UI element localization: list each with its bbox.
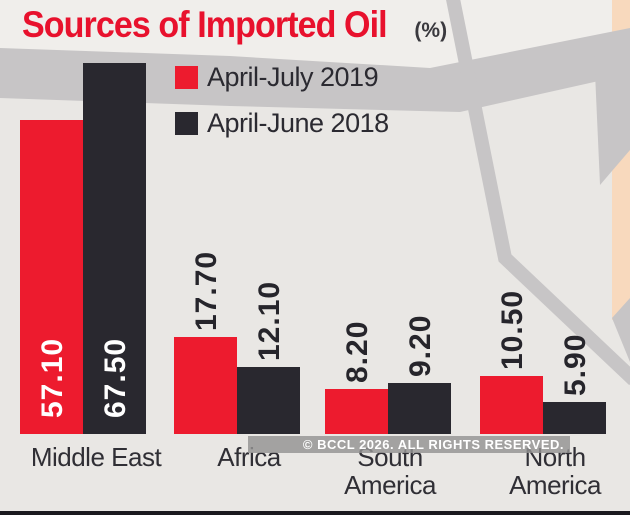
map-road-diagonal (446, 0, 630, 386)
bar-value-label: 8.20 (340, 320, 374, 383)
legend-label-2018: April-June 2018 (207, 108, 389, 138)
bar-value-label: 5.90 (558, 333, 592, 396)
map-light-strip (0, 0, 630, 70)
legend-label-2019: April-July 2019 (207, 62, 379, 92)
bar-south-america-april-july-2019 (325, 389, 388, 434)
chart-title: Sources of Imported Oil (22, 4, 388, 45)
bottom-border-strip (0, 511, 630, 515)
legend-swatch-black (175, 112, 198, 135)
bar-middle-east-april-july-2019 (20, 120, 83, 434)
chart-unit-label: (%) (414, 19, 448, 42)
chart-legend: April-July 2019 April-June 2018 (175, 62, 389, 154)
bar-africa-april-june-2018 (237, 367, 300, 434)
bar-value-label: 67.50 (98, 337, 132, 418)
bar-value-label: 9.20 (403, 314, 437, 377)
legend-item-2019: April-July 2019 (175, 62, 389, 93)
bar-value-label: 17.70 (189, 250, 223, 331)
map-gray-triangle (612, 298, 630, 362)
chart-header: Sources of Imported Oil (%) (22, 4, 447, 46)
legend-item-2018: April-June 2018 (175, 108, 389, 139)
bar-value-label: 57.10 (35, 337, 69, 418)
bar-value-label: 12.10 (252, 280, 286, 361)
category-label-middle-east: Middle East (30, 442, 162, 472)
bar-north-america-april-july-2019 (480, 376, 543, 434)
map-road-vertical (594, 42, 630, 185)
legend-swatch-red (175, 66, 198, 89)
copyright-watermark: © BCCL 2026. ALL RIGHTS RESERVED. (248, 436, 570, 453)
bar-south-america-april-june-2018 (388, 383, 451, 434)
bar-north-america-april-june-2018 (543, 402, 606, 434)
bar-africa-april-july-2019 (174, 337, 237, 434)
bar-value-label: 10.50 (495, 289, 529, 370)
bar-middle-east-april-june-2018 (83, 63, 146, 434)
